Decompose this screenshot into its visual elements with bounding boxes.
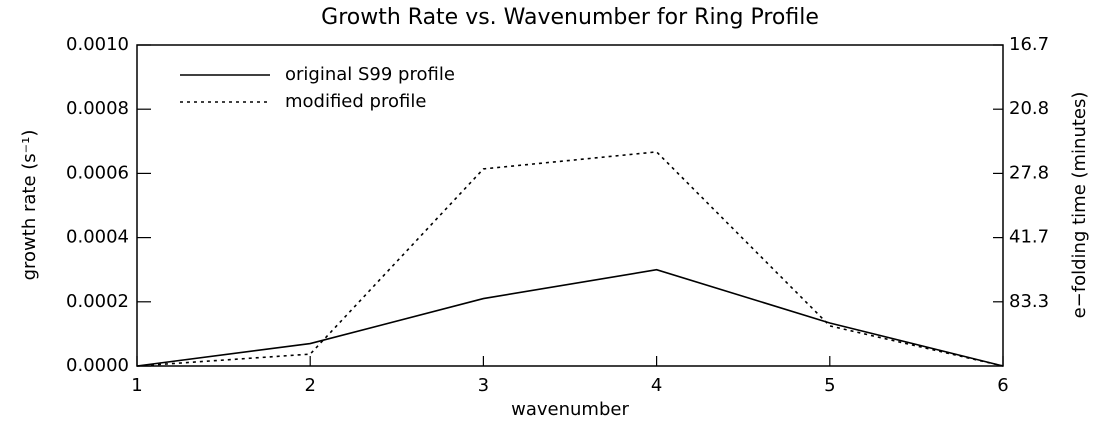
x-tick-label: 5: [824, 375, 835, 396]
series-line: [136, 151, 1004, 367]
x-tick-label: 6: [997, 375, 1008, 396]
y-tick-label: 0.0006: [66, 162, 129, 183]
x-tick-label: 3: [478, 375, 489, 396]
y-tick-label: 0.0004: [66, 227, 129, 248]
legend-label: original S99 profile: [285, 64, 455, 85]
x-tick-label: 2: [304, 375, 315, 396]
y-tick-label: 0.0002: [66, 291, 129, 312]
x-axis-label: wavenumber: [511, 399, 629, 420]
y2-tick-label: 41.7: [1009, 227, 1049, 248]
y-tick-label: 0.0000: [66, 355, 129, 376]
y2-axis-label: e−folding time (minutes): [1069, 92, 1090, 319]
y-tick-label: 0.0008: [66, 98, 129, 119]
plot-frame: [136, 44, 1004, 367]
series-line: [136, 268, 1004, 367]
y2-tick-label: 16.7: [1009, 34, 1049, 55]
x-tick-label: 1: [131, 375, 142, 396]
chart-title: Growth Rate vs. Wavenumber for Ring Prof…: [321, 5, 819, 30]
y2-tick-label: 27.8: [1009, 162, 1049, 183]
y-tick-label: 0.0010: [66, 34, 129, 55]
x-tick-label: 4: [651, 375, 662, 396]
y2-tick-label: 83.3: [1009, 291, 1049, 312]
y-axis-label: growth rate (s⁻¹): [19, 130, 40, 281]
y2-tick-label: 20.8: [1009, 98, 1049, 119]
legend-label: modified profile: [285, 91, 426, 112]
